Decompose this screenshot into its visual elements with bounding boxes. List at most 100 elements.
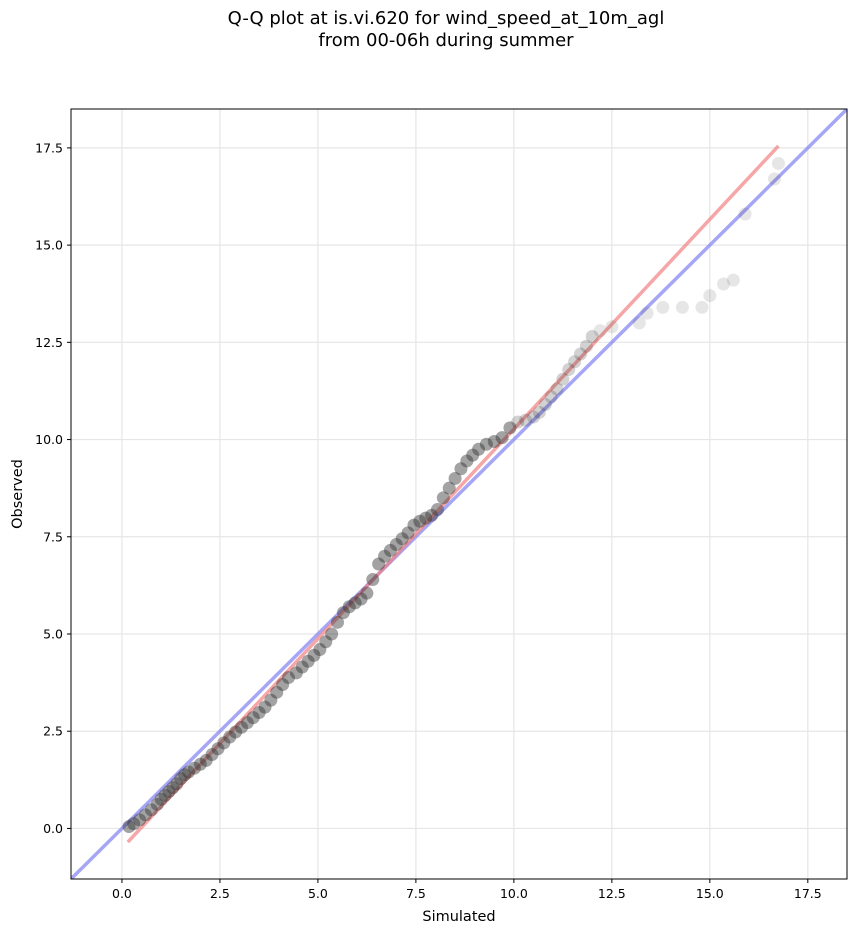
quantile-point (550, 382, 564, 396)
quantile-point (738, 207, 752, 221)
quantile-point (401, 526, 415, 540)
quantile-point (170, 777, 184, 791)
quantile-point (538, 398, 552, 412)
quantile-point (301, 654, 315, 668)
quantile-point (307, 648, 321, 662)
quantile-point (448, 471, 462, 485)
quantile-point (240, 716, 254, 730)
quantile-point (519, 413, 533, 427)
quantile-point (252, 706, 266, 720)
quantile-point (264, 693, 278, 707)
quantile-point (348, 596, 362, 610)
quantile-point (325, 627, 339, 641)
quantile-point (258, 700, 272, 714)
quantile-point (360, 586, 374, 600)
quantile-point (133, 813, 147, 827)
quantile-point (487, 435, 501, 448)
quantile-point (182, 765, 196, 779)
quantile-point (503, 421, 517, 435)
x-tick-label: 15.0 (696, 886, 724, 901)
quantile-point (378, 549, 392, 563)
quantile-point (454, 462, 468, 476)
quantile-point (413, 514, 427, 528)
quantile-point (695, 300, 709, 314)
quantile-point (217, 736, 231, 750)
quantile-point (526, 410, 540, 424)
quantile-point (211, 742, 225, 756)
quantile-point (556, 372, 570, 386)
quantile-point (342, 600, 356, 614)
quantile-point (313, 643, 327, 657)
y-tick-label: 12.5 (35, 335, 63, 350)
quantile-point (234, 720, 248, 734)
quantile-point (573, 347, 587, 361)
quantile-point (495, 431, 509, 445)
quantile-point (460, 454, 474, 468)
quantile-point (579, 339, 593, 353)
quantile-point (319, 635, 333, 649)
quantile-point (158, 788, 172, 802)
y-tick-label: 0.0 (43, 821, 63, 836)
quantile-point (127, 817, 141, 831)
quantile-point (154, 792, 168, 806)
quantile-point (656, 300, 670, 314)
quantile-point (407, 518, 421, 532)
quantile-point (532, 405, 546, 419)
y-tick-label: 17.5 (35, 140, 63, 155)
quantile-point (366, 573, 380, 587)
y-tick-label: 10.0 (35, 432, 63, 447)
quantile-point (122, 820, 136, 833)
chart-title-line-1: Q-Q plot at is.vi.620 for wind_speed_at_… (227, 8, 665, 29)
quantile-point (389, 538, 403, 552)
quantile-point (162, 785, 176, 798)
quantile-point (562, 363, 576, 377)
x-tick-label: 17.5 (794, 886, 822, 901)
chart-title: Q-Q plot at is.vi.620 for wind_speed_at_… (0, 8, 856, 52)
quantile-point (703, 289, 717, 303)
quantile-point (632, 316, 646, 330)
quantile-point (568, 355, 582, 369)
x-axis-label: Simulated (422, 909, 495, 925)
quantile-point (331, 615, 345, 629)
quantile-point (205, 748, 219, 762)
quantile-point (395, 532, 409, 546)
quantile-point (436, 491, 450, 505)
quantile-point (193, 757, 207, 771)
quantile-point (336, 606, 350, 620)
quantile-point (771, 156, 785, 170)
quantile-point (354, 592, 368, 606)
quantile-point (187, 761, 201, 775)
quantile-point (178, 768, 192, 782)
identity-line (71, 109, 847, 879)
y-axis-label: Observed (10, 459, 26, 529)
quantile-point (199, 753, 213, 767)
quantile-point (383, 543, 397, 557)
x-tick-label: 2.5 (210, 886, 230, 901)
quantile-point (767, 172, 781, 186)
quantile-point (593, 324, 607, 338)
quantile-point (276, 678, 290, 692)
quantile-point (150, 797, 164, 811)
quantile-point (466, 448, 480, 462)
quantile-point (717, 277, 731, 291)
x-tick-label: 5.0 (308, 886, 328, 901)
quantile-point (229, 725, 243, 739)
quantile-point (544, 390, 558, 404)
quantile-point (585, 330, 599, 343)
quantile-point (479, 437, 493, 451)
quantile-point (605, 320, 619, 334)
quantile-point (282, 671, 296, 685)
x-tick-label: 12.5 (598, 886, 626, 901)
quantile-point (166, 781, 180, 795)
quantile-point (246, 711, 260, 725)
y-tick-label: 7.5 (43, 529, 63, 544)
quantile-point (372, 557, 386, 571)
quantile-point (425, 508, 439, 522)
y-tick-label: 5.0 (43, 627, 63, 642)
quantile-point (289, 666, 303, 680)
plot-area-frame (70, 108, 848, 880)
chart-title-line-2: from 00-06h during summer (318, 30, 574, 51)
quantile-point (419, 511, 433, 525)
fit-line (126, 144, 780, 844)
